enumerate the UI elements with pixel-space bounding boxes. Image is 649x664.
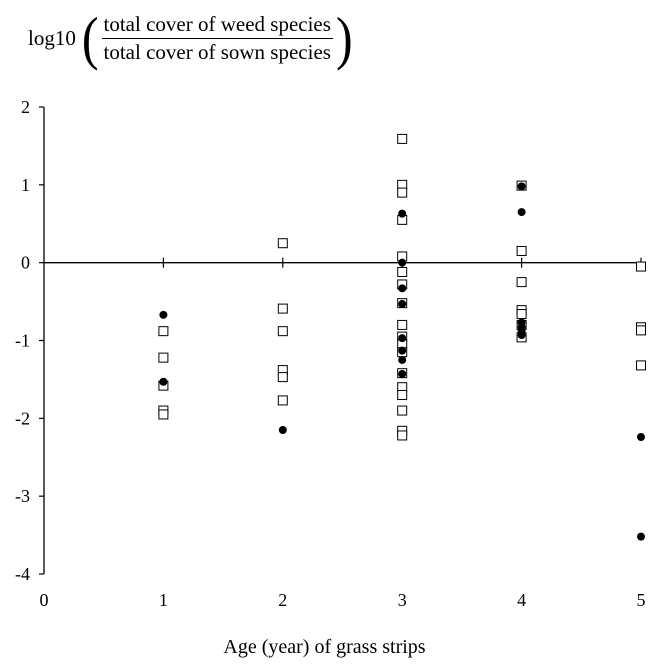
filled-circle-point bbox=[159, 310, 168, 319]
filled-circle-point bbox=[398, 355, 407, 364]
open-square-point bbox=[397, 187, 408, 198]
open-square-point bbox=[636, 360, 646, 371]
left-paren: ( bbox=[81, 4, 99, 72]
open-square-point bbox=[516, 277, 527, 288]
filled-circle-point bbox=[398, 284, 407, 293]
open-square-point bbox=[397, 430, 408, 441]
y-tick-label: 1 bbox=[21, 175, 30, 195]
filled-circle-point bbox=[398, 299, 407, 308]
y-tick-label: 0 bbox=[21, 253, 30, 273]
y-tick-label: -3 bbox=[15, 486, 30, 506]
y-axis-label-fraction: total cover of weed species total cover … bbox=[101, 12, 333, 65]
tick-labels: 2 1 0 -1 -2 -3 -4 0 1 2 3 4 5 bbox=[15, 97, 646, 610]
y-tick-label: -1 bbox=[15, 331, 30, 351]
filled-circle-point bbox=[637, 433, 645, 442]
x-tick-label: 5 bbox=[637, 590, 646, 610]
open-square-point bbox=[277, 395, 288, 406]
filled-circle-point bbox=[398, 209, 407, 218]
filled-circle-point bbox=[398, 369, 407, 378]
open-square-point bbox=[277, 326, 288, 337]
open-square-point bbox=[636, 261, 646, 272]
open-square-point bbox=[158, 326, 169, 337]
filled-circle-point bbox=[637, 532, 645, 541]
axes bbox=[39, 106, 642, 575]
open-square-point bbox=[397, 133, 408, 144]
open-square-point bbox=[516, 245, 527, 256]
open-square-point bbox=[397, 389, 408, 400]
y-axis-label-denominator: total cover of sown species bbox=[103, 39, 331, 64]
open-square-point bbox=[397, 319, 408, 330]
open-square-point bbox=[516, 309, 527, 320]
open-square-point bbox=[158, 409, 169, 420]
series-filled-circles bbox=[159, 182, 645, 541]
open-square-point bbox=[397, 267, 408, 278]
filled-circle-point bbox=[517, 331, 526, 340]
filled-circle-point bbox=[398, 346, 407, 355]
x-tick-label: 1 bbox=[159, 590, 168, 610]
open-square-point bbox=[636, 325, 646, 336]
x-tick-label: 0 bbox=[40, 590, 49, 610]
filled-circle-point bbox=[398, 258, 407, 267]
x-tick-label: 4 bbox=[517, 590, 526, 610]
open-square-point bbox=[397, 405, 408, 416]
open-square-point bbox=[277, 303, 288, 314]
open-square-point bbox=[277, 238, 288, 249]
filled-circle-point bbox=[398, 334, 407, 343]
y-axis-label: log10 ( total cover of weed species tota… bbox=[28, 8, 353, 68]
open-square-point bbox=[277, 372, 288, 383]
right-paren: ) bbox=[335, 4, 353, 72]
y-tick-label: -4 bbox=[15, 564, 30, 584]
filled-circle-point bbox=[517, 182, 526, 191]
x-tick-label: 3 bbox=[398, 590, 407, 610]
x-tick-label: 2 bbox=[278, 590, 287, 610]
filled-circle-point bbox=[517, 208, 526, 217]
filled-circle-point bbox=[278, 426, 287, 435]
filled-circle-point bbox=[159, 377, 168, 386]
open-square-point bbox=[158, 352, 169, 363]
y-axis-label-function: log10 bbox=[28, 25, 76, 50]
y-axis-label-numerator: total cover of weed species bbox=[101, 12, 333, 39]
y-tick-label: -2 bbox=[15, 408, 30, 428]
x-axis-label: Age (year) of grass strips bbox=[223, 636, 426, 658]
y-tick-label: 2 bbox=[21, 97, 30, 117]
